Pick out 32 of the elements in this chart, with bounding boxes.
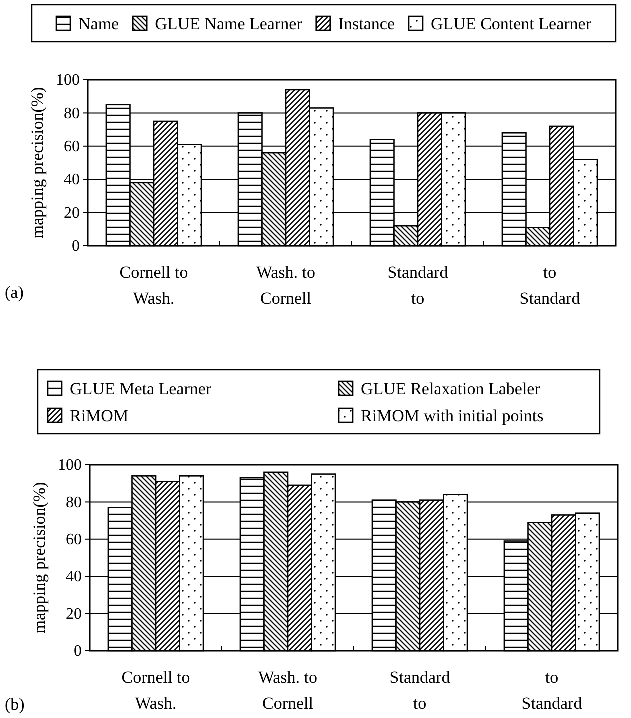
y-tick-label: 100 xyxy=(56,72,80,90)
x-tick-label: Standard to xyxy=(390,668,451,713)
legend-label: GLUE Meta Learner xyxy=(70,380,212,398)
x-tick-label: Standard to xyxy=(388,263,449,308)
y-tick-label: 40 xyxy=(64,172,80,189)
legend-label: GLUE Relaxation Labeler xyxy=(361,380,541,398)
y-tick-label: 40 xyxy=(66,568,82,586)
text: (a) xyxy=(5,283,24,302)
x-tick-label: Cornell to Wash. xyxy=(122,668,190,713)
y-tick-label: 20 xyxy=(66,606,82,623)
y-tick-label: 60 xyxy=(66,532,82,549)
y-axis-title: mapping precision(%) xyxy=(30,482,49,634)
x-tick-label: Wash. to Cornell xyxy=(256,263,316,308)
x-tick-label: Wash. to Cornell xyxy=(258,668,318,713)
legend-label: RiMOM with initial points xyxy=(361,406,544,426)
x-tick-label: to Standard xyxy=(522,668,583,713)
legend-label: RiMOM xyxy=(70,406,129,426)
legend-label: Instance xyxy=(338,14,395,34)
legend-label: Name xyxy=(78,14,120,34)
y-tick-label: 0 xyxy=(72,238,80,256)
legend-label: GLUE Name Learner xyxy=(155,14,303,34)
x-tick-label: Cornell to Wash. xyxy=(120,263,188,308)
y-tick-label: 100 xyxy=(58,457,82,474)
y-tick-label: 80 xyxy=(66,494,82,512)
y-tick-label: 60 xyxy=(64,138,80,156)
y-tick-label: 80 xyxy=(64,105,80,122)
y-tick-label: 20 xyxy=(64,204,80,222)
legend-label: GLUE Content Learner xyxy=(431,14,592,34)
x-tick-label: to Standard xyxy=(520,263,581,308)
text: (b) xyxy=(5,695,25,714)
y-tick-label: 0 xyxy=(74,643,82,660)
y-axis-title: mapping precision(%) xyxy=(28,87,47,239)
